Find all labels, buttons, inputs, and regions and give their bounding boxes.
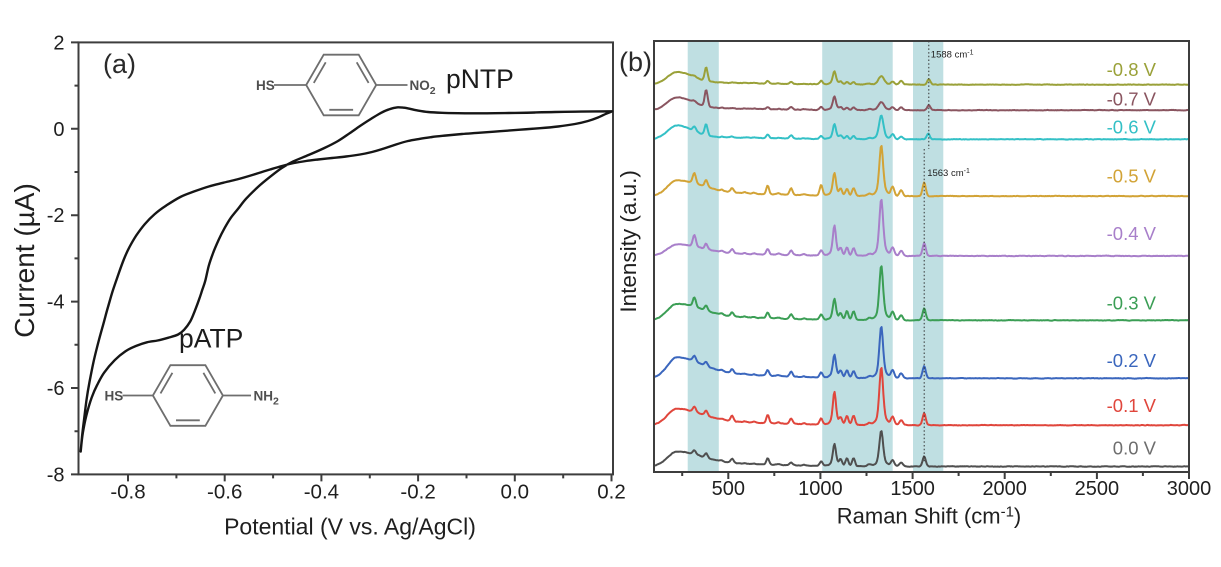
- svg-text:pATP: pATP: [179, 324, 243, 354]
- svg-text:HS: HS: [256, 78, 275, 93]
- svg-text:-8: -8: [47, 464, 65, 486]
- svg-text:1000: 1000: [798, 478, 843, 500]
- svg-text:-0.5 V: -0.5 V: [1107, 166, 1157, 187]
- svg-text:1563 cm-1: 1563 cm-1: [927, 168, 970, 179]
- svg-text:-0.8 V: -0.8 V: [1107, 59, 1157, 80]
- svg-text:Intensity (a.u.): Intensity (a.u.): [616, 170, 641, 313]
- svg-text:-0.2 V: -0.2 V: [1107, 350, 1157, 371]
- svg-text:3000: 3000: [1167, 478, 1212, 500]
- svg-text:(a): (a): [103, 49, 136, 79]
- svg-text:NH2: NH2: [254, 389, 280, 408]
- svg-text:-6: -6: [47, 378, 65, 400]
- svg-text:-0.7 V: -0.7 V: [1107, 89, 1157, 110]
- svg-text:-4: -4: [47, 292, 65, 314]
- svg-text:HS: HS: [105, 389, 124, 404]
- svg-text:1588 cm-1: 1588 cm-1: [931, 50, 974, 61]
- svg-text:0.2: 0.2: [597, 481, 626, 504]
- svg-text:2000: 2000: [982, 478, 1027, 500]
- svg-text:0.0 V: 0.0 V: [1113, 437, 1157, 458]
- svg-text:-0.3 V: -0.3 V: [1107, 293, 1157, 314]
- svg-text:-0.4 V: -0.4 V: [1107, 223, 1157, 244]
- svg-text:1500: 1500: [890, 478, 935, 500]
- svg-text:-0.6: -0.6: [207, 481, 242, 504]
- svg-text:0.0: 0.0: [501, 481, 530, 504]
- svg-text:pNTP: pNTP: [446, 64, 514, 94]
- svg-text:Current (µA): Current (µA): [9, 183, 40, 338]
- svg-text:-0.1 V: -0.1 V: [1107, 395, 1157, 416]
- svg-text:500: 500: [712, 478, 745, 500]
- svg-text:Potential (V vs. Ag/AgCl): Potential (V vs. Ag/AgCl): [224, 514, 476, 540]
- svg-text:-0.2: -0.2: [400, 481, 435, 504]
- svg-text:0: 0: [53, 119, 64, 141]
- svg-text:2500: 2500: [1075, 478, 1120, 500]
- svg-text:-2: -2: [47, 205, 65, 227]
- svg-text:-0.4: -0.4: [304, 481, 339, 504]
- svg-text:NO2: NO2: [410, 78, 436, 97]
- svg-text:Raman Shift (cm-1): Raman Shift (cm-1): [837, 504, 1022, 529]
- svg-text:2: 2: [53, 32, 64, 54]
- svg-text:-0.6 V: -0.6 V: [1107, 116, 1157, 137]
- svg-text:-0.8: -0.8: [110, 481, 145, 504]
- svg-text:(b): (b): [619, 47, 652, 77]
